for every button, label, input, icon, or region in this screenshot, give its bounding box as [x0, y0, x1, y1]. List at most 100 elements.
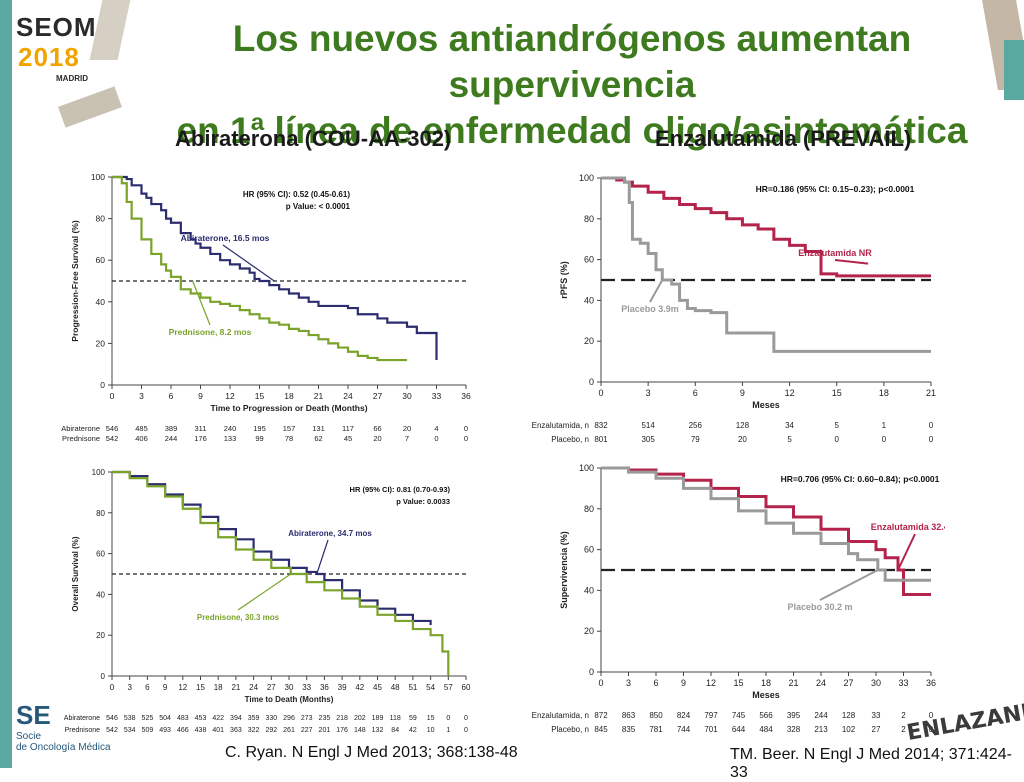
at-risk-row-label: Abiraterone	[61, 424, 100, 433]
x-tick-label: 0	[110, 391, 115, 401]
at-risk-row-label: Enzalutamida, n	[532, 421, 589, 430]
at-risk-value: 20	[373, 434, 381, 443]
at-risk-value: 157	[283, 424, 296, 433]
x-tick-label: 3	[127, 683, 132, 692]
at-risk-value: 7	[405, 434, 409, 443]
at-risk-value: 5	[834, 421, 839, 430]
at-risk-value: 42	[409, 727, 417, 734]
at-risk-value: 330	[265, 715, 277, 722]
x-tick-label: 12	[785, 388, 795, 398]
at-risk-value: 534	[124, 727, 136, 734]
at-risk-value: 201	[319, 727, 331, 734]
at-risk-value: 0	[464, 434, 468, 443]
at-risk-value: 10	[427, 727, 435, 734]
at-risk-value: 99	[255, 434, 263, 443]
x-tick-label: 9	[198, 391, 203, 401]
x-tick-label: 21	[926, 388, 936, 398]
x-tick-label: 0	[598, 388, 603, 398]
y-tick-label: 100	[579, 173, 594, 183]
x-tick-label: 51	[408, 683, 417, 692]
at-risk-value: 189	[372, 715, 384, 722]
x-tick-label: 30	[285, 683, 294, 692]
x-tick-label: 48	[391, 683, 400, 692]
at-risk-value: 132	[372, 727, 384, 734]
y-tick-label: 100	[579, 463, 594, 473]
p-value-text: p Value: < 0.0001	[286, 202, 351, 211]
x-tick-label: 15	[255, 391, 265, 401]
at-risk-value: 781	[649, 725, 663, 734]
x-tick-label: 18	[284, 391, 294, 401]
at-risk-value: 797	[704, 711, 718, 720]
x-tick-label: 42	[355, 683, 364, 692]
right-citation: TM. Beer. N Engl J Med 2014; 371:424-33	[730, 746, 1012, 781]
x-tick-label: 30	[871, 678, 881, 688]
x-tick-label: 18	[214, 683, 223, 692]
y-tick-label: 80	[96, 214, 106, 224]
x-tick-label: 18	[879, 388, 889, 398]
x-tick-label: 9	[681, 678, 686, 688]
at-risk-value: 401	[212, 727, 224, 734]
at-risk-value: 745	[732, 711, 746, 720]
right-subtitle: Enzalutamida (PREVAIL)	[655, 126, 912, 151]
at-risk-value: 509	[142, 727, 154, 734]
annotation-label: Enzalutamida 32.4 m	[871, 522, 945, 532]
hazard-ratio-text: HR (95% CI): 0.52 (0.45-0.61)	[243, 190, 350, 199]
at-risk-value: 117	[342, 424, 354, 433]
at-risk-value: 363	[230, 727, 242, 734]
title-line-2: en 1ª línea de enfermedad oligo/asintomá…	[176, 110, 968, 151]
at-risk-value: 0	[929, 421, 934, 430]
y-tick-label: 80	[96, 509, 105, 518]
y-tick-label: 0	[589, 377, 594, 387]
y-tick-label: 0	[589, 667, 594, 677]
annotation-arrow	[834, 259, 869, 265]
at-risk-value: 0	[929, 435, 934, 444]
at-risk-row-label: Placebo, n	[551, 435, 589, 444]
at-risk-value: 0	[464, 727, 468, 734]
x-tick-label: 60	[462, 683, 471, 692]
x-tick-label: 24	[343, 391, 353, 401]
at-risk-value: 525	[142, 715, 154, 722]
at-risk-value: 566	[759, 711, 773, 720]
at-risk-value: 273	[301, 715, 313, 722]
survival-curve-enzalutamida-32-4-m	[601, 466, 931, 596]
at-risk-value: 701	[704, 725, 718, 734]
at-risk-row-label: Enzalutamida, n	[532, 711, 589, 720]
at-risk-value: 296	[283, 715, 295, 722]
society-name-1: Socie	[16, 731, 42, 742]
at-risk-value: 466	[177, 727, 189, 734]
at-risk-value: 0	[434, 434, 438, 443]
y-tick-label: 0	[101, 672, 106, 681]
decor-shape	[1004, 40, 1024, 100]
at-risk-value: 20	[738, 435, 747, 444]
at-risk-value: 394	[230, 715, 242, 722]
at-risk-value: 514	[641, 421, 655, 430]
x-tick-label: 24	[249, 683, 258, 692]
x-tick-label: 45	[373, 683, 382, 692]
at-risk-value: 493	[159, 727, 171, 734]
y-tick-label: 60	[584, 545, 594, 555]
society-logo-text: SE	[16, 700, 51, 730]
at-risk-value: 176	[194, 434, 207, 443]
at-risk-value: 1	[446, 727, 450, 734]
at-risk-value: 102	[842, 725, 856, 734]
y-tick-label: 60	[96, 255, 106, 265]
left-subtitle: Abiraterona (COU-AA-302)	[175, 126, 452, 151]
x-tick-label: 9	[740, 388, 745, 398]
at-risk-value: 835	[622, 725, 636, 734]
x-tick-label: 27	[373, 391, 383, 401]
y-tick-label: 20	[96, 631, 105, 640]
at-risk-value: 2	[901, 725, 906, 734]
at-risk-value: 0	[882, 435, 887, 444]
at-risk-value: 118	[390, 715, 401, 722]
at-risk-value: 15	[427, 715, 435, 722]
annotation-label: Prednisone, 30.3 mos	[197, 613, 280, 622]
annotation-label: Placebo 3.9m	[621, 304, 679, 314]
x-tick-label: 6	[693, 388, 698, 398]
annotation-arrow	[819, 569, 879, 601]
x-tick-label: 54	[426, 683, 435, 692]
at-risk-value: 546	[106, 424, 119, 433]
at-risk-value: 218	[336, 715, 348, 722]
y-tick-label: 20	[584, 336, 594, 346]
at-risk-value: 542	[106, 727, 118, 734]
